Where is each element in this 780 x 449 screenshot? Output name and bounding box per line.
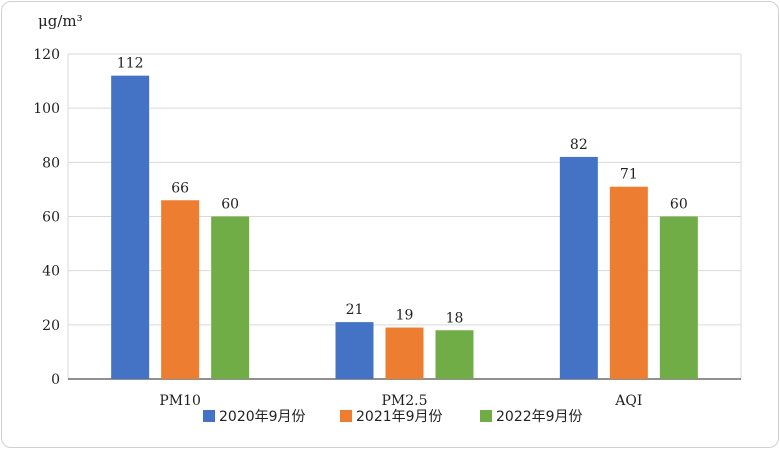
legend-label: 2022年9月份: [496, 409, 583, 425]
y-tick-label: 20: [42, 318, 60, 334]
y-tick-label: 80: [42, 155, 60, 171]
legend-label: 2020年9月份: [219, 409, 306, 425]
bar: [559, 156, 598, 379]
x-category-label: PM2.5: [381, 393, 427, 409]
bar: [211, 216, 250, 379]
data-label: 21: [346, 302, 364, 318]
data-label: 82: [570, 137, 588, 153]
y-tick-label: 40: [42, 264, 60, 280]
bar: [609, 186, 648, 379]
bar: [659, 216, 698, 379]
data-label: 18: [446, 310, 464, 326]
bar: [435, 330, 474, 379]
data-label: 66: [171, 180, 189, 196]
legend-swatch: [480, 410, 492, 422]
y-tick-label: 100: [33, 101, 60, 117]
x-category-label: PM10: [159, 393, 201, 409]
data-label: 60: [670, 197, 688, 213]
y-tick-label: 120: [33, 47, 60, 63]
data-label: 19: [396, 308, 414, 324]
legend-swatch: [203, 410, 215, 422]
data-label: 60: [221, 197, 239, 213]
legend-swatch: [340, 410, 352, 422]
y-tick-label: 60: [42, 210, 60, 226]
legend-label: 2021年9月份: [356, 409, 443, 425]
bar: [385, 327, 424, 379]
data-label: 71: [620, 167, 638, 183]
x-category-label: AQI: [614, 393, 642, 409]
y-axis-unit-label: μg/m³: [38, 12, 83, 30]
data-label: 112: [117, 56, 144, 72]
bar: [111, 75, 150, 380]
bar: [335, 322, 374, 379]
y-tick-label: 0: [51, 372, 60, 388]
bar: [161, 200, 200, 379]
